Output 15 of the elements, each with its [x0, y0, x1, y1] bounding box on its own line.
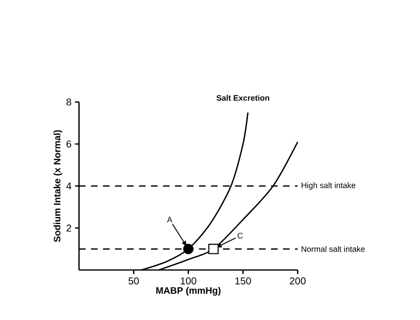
y-tick-label: 2 [66, 224, 72, 232]
x-tick-label: 200 [290, 277, 306, 284]
x-axis-title: MABP (mmHg) [156, 286, 221, 296]
ref-line-label: High salt intake [302, 182, 356, 190]
annotation: C [238, 232, 243, 238]
chart-title: Salt Excretion [216, 94, 270, 101]
x-tick-label: 50 [128, 277, 139, 284]
ref-line-label: Normal salt intake [302, 246, 365, 252]
annotation: A [167, 216, 172, 222]
x-tick-label: 150 [235, 277, 251, 284]
y-tick-label: 4 [66, 182, 72, 190]
y-axis-title: Sodium Intake (x Normal) [54, 130, 62, 242]
y-tick-label: 8 [66, 98, 72, 106]
x-tick-label: 100 [180, 277, 196, 284]
y-tick-label: 6 [66, 140, 72, 148]
